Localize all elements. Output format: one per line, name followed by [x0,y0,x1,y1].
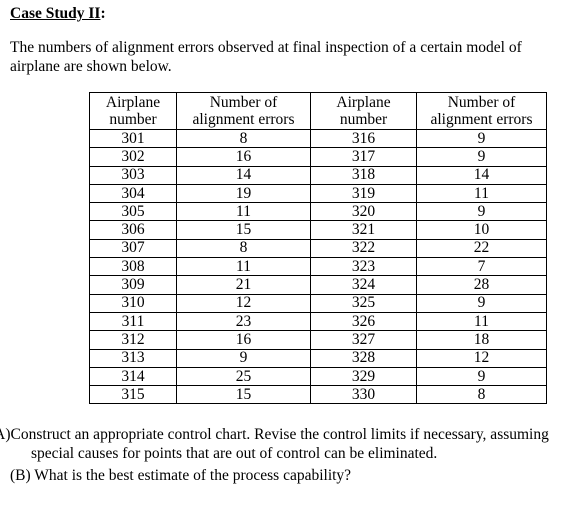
table-body: 301 8 316 9 302 16 317 9 303 14 318 14 304 19 319 11 305… [89,128,547,405]
cell-alignment-errors: 16 [176,147,311,167]
cell-airplane-number: 319 [310,183,417,204]
cell-airplane-number: 303 [89,165,177,185]
header-airplane-number-1: Airplane number [89,92,177,130]
cell-alignment-errors: 9 [176,348,311,368]
intro-paragraph: The numbers of alignment errors observed… [10,39,522,75]
cell-alignment-errors: 21 [176,275,311,295]
header-alignment-errors-2: Number of alignment errors [416,92,547,130]
cell-airplane-number: 324 [310,275,417,295]
header-alignment-errors-1: Number of alignment errors [176,92,311,130]
table-row: 310 12 325 9 [89,293,547,313]
table-row: 311 23 326 11 [89,311,547,332]
questions-section: (A)Construct an appropriate control char… [0,425,558,485]
cell-alignment-errors: 15 [176,220,311,240]
case-study-title: Case Study II [10,5,101,22]
cell-airplane-number: 315 [89,385,177,405]
cell-alignment-errors: 10 [416,220,547,240]
cell-airplane-number: 314 [89,366,177,387]
cell-alignment-errors: 25 [176,366,311,387]
cell-airplane-number: 309 [89,275,177,295]
question-b-label: (B) [10,467,31,484]
cell-airplane-number: 321 [310,220,417,240]
table-row: 312 16 327 18 [89,330,547,350]
cell-airplane-number: 330 [310,385,417,405]
table-row: 309 21 324 28 [89,275,547,295]
table-row: 304 19 319 11 [89,183,547,204]
cell-alignment-errors: 14 [176,165,311,185]
cell-alignment-errors: 9 [416,147,547,167]
cell-airplane-number: 318 [310,165,417,185]
cell-alignment-errors: 15 [176,385,311,405]
question-a-text: Construct an appropriate control chart. … [10,426,549,462]
cell-alignment-errors: 16 [176,330,311,350]
cell-alignment-errors: 9 [416,202,547,222]
cell-airplane-number: 322 [310,238,417,259]
table-row: 314 25 329 9 [89,366,547,387]
table-row: 305 11 320 9 [89,202,547,222]
cell-airplane-number: 304 [89,183,177,204]
cell-airplane-number: 313 [89,348,177,368]
cell-alignment-errors: 28 [416,275,547,295]
cell-airplane-number: 312 [89,330,177,350]
cell-alignment-errors: 19 [176,183,311,204]
cell-alignment-errors: 12 [176,293,311,313]
cell-alignment-errors: 11 [416,311,547,332]
cell-alignment-errors: 14 [416,165,547,185]
cell-airplane-number: 308 [89,257,177,277]
cell-alignment-errors: 7 [416,257,547,277]
cell-alignment-errors: 9 [416,128,547,149]
question-b-text: What is the best estimate of the process… [34,467,352,484]
alignment-errors-table: Airplane number Number of alignment errors… [89,92,547,405]
question-b: (B) What is the best estimate of the pro… [10,466,558,485]
cell-alignment-errors: 11 [416,183,547,204]
cell-airplane-number: 311 [89,311,177,332]
cell-alignment-errors: 18 [416,330,547,350]
table-header-row: Airplane number Number of alignment errors… [89,92,547,130]
cell-airplane-number: 326 [310,311,417,332]
cell-alignment-errors: 8 [416,385,547,405]
cell-alignment-errors: 11 [176,202,311,222]
table-row: 315 15 330 8 [89,385,547,405]
cell-airplane-number: 329 [310,366,417,387]
cell-alignment-errors: 8 [176,238,311,259]
cell-alignment-errors: 8 [176,128,311,149]
cell-airplane-number: 323 [310,257,417,277]
cell-airplane-number: 320 [310,202,417,222]
cell-airplane-number: 317 [310,147,417,167]
cell-airplane-number: 328 [310,348,417,368]
cell-alignment-errors: 9 [416,293,547,313]
cell-alignment-errors: 23 [176,311,311,332]
case-study-colon: : [100,5,106,22]
cell-alignment-errors: 9 [416,366,547,387]
question-a: (A)Construct an appropriate control char… [0,425,558,463]
cell-alignment-errors: 22 [416,238,547,259]
table-row: 306 15 321 10 [89,220,547,240]
header-airplane-number-2: Airplane number [310,92,417,130]
cell-airplane-number: 327 [310,330,417,350]
table-row: 308 11 323 7 [89,257,547,277]
cell-airplane-number: 310 [89,293,177,313]
table-row: 301 8 316 9 [89,128,547,149]
cell-airplane-number: 302 [89,147,177,167]
table-row: 313 9 328 12 [89,348,547,368]
table-row: 302 16 317 9 [89,147,547,167]
cell-airplane-number: 305 [89,202,177,222]
cell-airplane-number: 325 [310,293,417,313]
cell-alignment-errors: 11 [176,257,311,277]
cell-alignment-errors: 12 [416,348,547,368]
cell-airplane-number: 316 [310,128,417,149]
cell-airplane-number: 307 [89,238,177,259]
cell-airplane-number: 301 [89,128,177,149]
table-row: 303 14 318 14 [89,165,547,185]
question-a-label: (A) [0,426,11,443]
table-row: 307 8 322 22 [89,238,547,259]
cell-airplane-number: 306 [89,220,177,240]
case-study-heading: Case Study II: [10,5,106,23]
